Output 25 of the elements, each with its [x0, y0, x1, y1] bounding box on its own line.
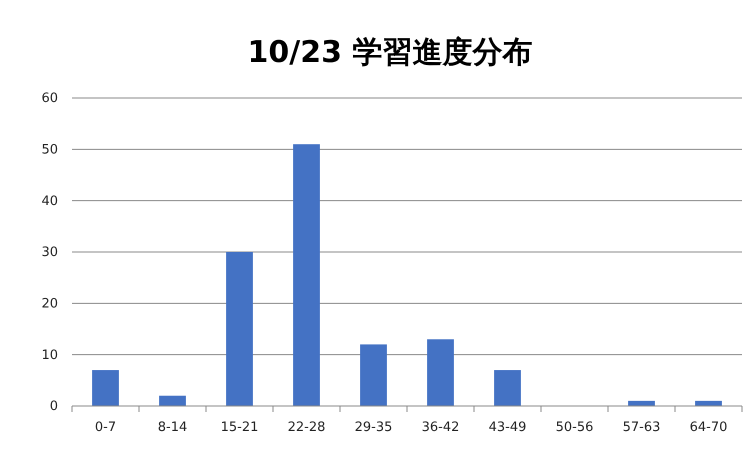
x-tick-label: 64-70: [690, 420, 728, 436]
x-tick-label: 43-49: [488, 420, 526, 436]
x-tick-label: 57-63: [622, 420, 660, 436]
x-tick-label: 0-7: [94, 420, 116, 436]
y-tick-label: 60: [41, 91, 58, 106]
bar: [427, 339, 454, 406]
chart-title: 10/23 学習進度分布: [248, 35, 532, 70]
bar: [159, 396, 186, 406]
bar: [92, 370, 119, 406]
bar: [360, 344, 387, 406]
y-tick-label: 10: [41, 348, 58, 363]
x-tick-label: 50-56: [556, 420, 594, 436]
x-tick-label: 8-14: [158, 420, 188, 436]
x-tick-label: 29-35: [354, 420, 392, 436]
y-tick-label: 50: [41, 142, 58, 158]
x-tick-label: 22-28: [288, 420, 326, 436]
y-tick-label: 30: [41, 245, 58, 260]
bar: [494, 370, 521, 406]
y-tick-label: 0: [50, 399, 58, 414]
y-tick-label: 20: [41, 296, 58, 312]
x-tick-label: 15-21: [220, 420, 258, 436]
bar: [226, 252, 253, 406]
bar: [293, 144, 320, 406]
y-tick-label: 40: [41, 194, 58, 209]
x-tick-label: 36-42: [422, 420, 460, 436]
